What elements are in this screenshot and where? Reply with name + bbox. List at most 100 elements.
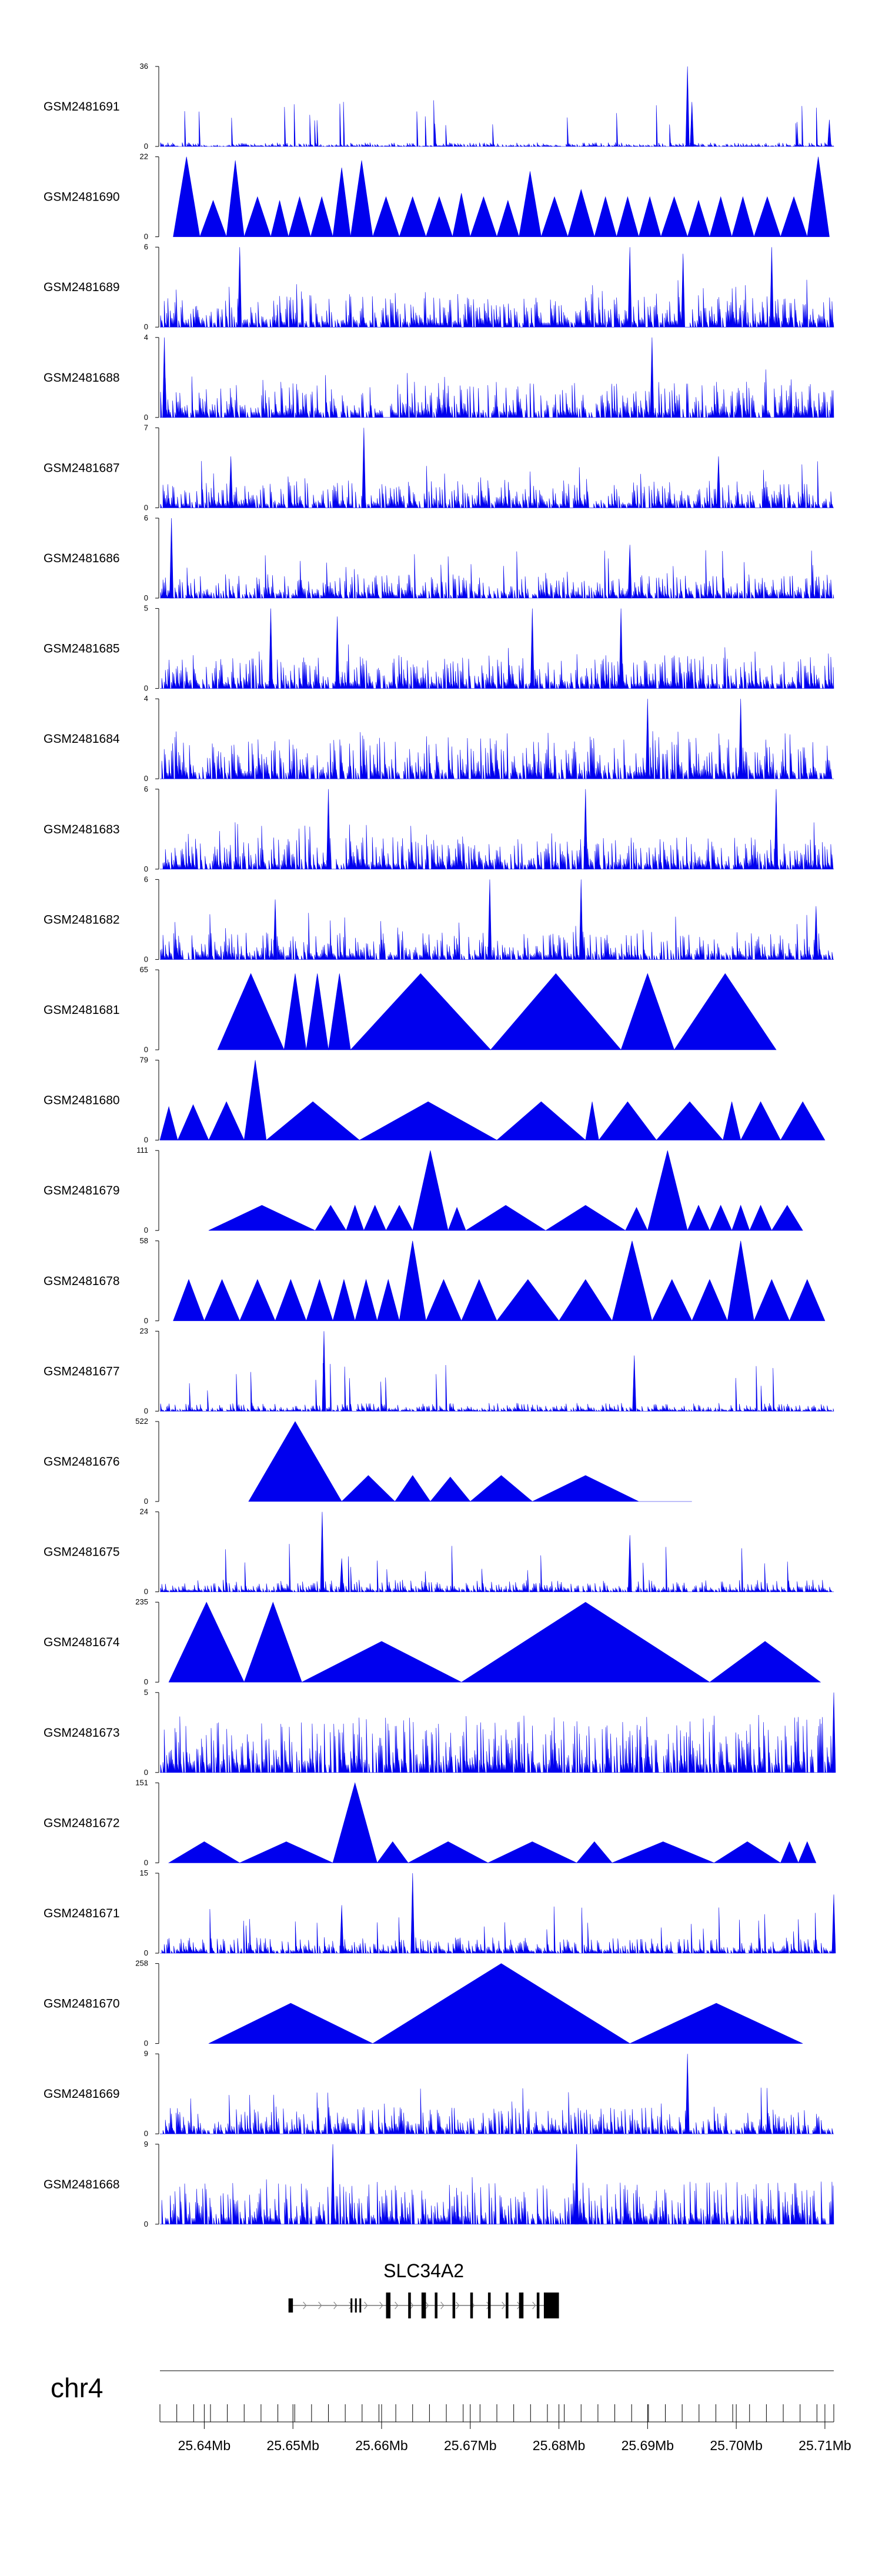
track-GSM2481677: GSM2481677 23 0 bbox=[44, 1326, 834, 1415]
coverage-peak bbox=[774, 789, 779, 870]
y-max-label: 111 bbox=[136, 1146, 148, 1154]
y-min-label: 0 bbox=[144, 1587, 148, 1596]
coverage-triangle bbox=[430, 1476, 471, 1502]
coverage-triangle bbox=[630, 2003, 803, 2044]
coverage-triangle bbox=[208, 1101, 245, 1140]
coverage-triangle bbox=[203, 1279, 240, 1322]
y-max-label: 6 bbox=[144, 785, 148, 793]
coverage-peak bbox=[410, 1873, 415, 1954]
gene-exon bbox=[408, 2293, 411, 2318]
y-min-label: 0 bbox=[144, 2220, 148, 2228]
track-GSM2481685: GSM2481685 5 0 bbox=[44, 604, 834, 693]
coverage-triangle bbox=[519, 171, 542, 237]
track-GSM2481681: GSM2481681 65 0 bbox=[44, 965, 777, 1054]
strand-chevron bbox=[318, 2301, 322, 2310]
coverage-peak bbox=[339, 1558, 344, 1592]
gene-exon bbox=[421, 2293, 426, 2318]
coverage-triangle bbox=[168, 1601, 245, 1683]
y-min-label: 0 bbox=[144, 232, 148, 241]
strand-chevron bbox=[410, 2301, 414, 2310]
x-tick-label: 25.69Mb bbox=[622, 2438, 674, 2453]
coverage-peak bbox=[685, 66, 690, 147]
coverage-triangle bbox=[243, 1060, 267, 1140]
y-min-label: 0 bbox=[144, 1677, 148, 1686]
x-tick-label: 25.68Mb bbox=[533, 2438, 586, 2453]
y-min-label: 0 bbox=[144, 503, 148, 512]
track-GSM2481674: GSM2481674 235 0 bbox=[44, 1597, 821, 1686]
coverage-area bbox=[160, 731, 834, 779]
coverage-peak bbox=[831, 1692, 836, 1773]
coverage-peak bbox=[690, 102, 694, 147]
gene-exon bbox=[359, 2298, 362, 2313]
coverage-triangle bbox=[306, 973, 329, 1050]
gene-exon bbox=[506, 2293, 509, 2318]
coverage-triangle bbox=[656, 1101, 724, 1140]
y-min-label: 0 bbox=[144, 413, 148, 422]
track-GSM2481670: GSM2481670 258 0 bbox=[44, 1959, 803, 2048]
coverage-triangle bbox=[559, 1279, 613, 1322]
coverage-triangle bbox=[616, 196, 639, 237]
track-label: GSM2481687 bbox=[44, 461, 120, 475]
y-min-label: 0 bbox=[144, 1497, 148, 1506]
coverage-area bbox=[160, 913, 834, 960]
strand-chevron bbox=[364, 2301, 368, 2310]
coverage-triangle bbox=[487, 1841, 577, 1863]
track-GSM2481688: GSM2481688 4 0 bbox=[44, 333, 834, 422]
y-min-label: 0 bbox=[144, 1948, 148, 1957]
y-min-label: 0 bbox=[144, 774, 148, 783]
track-GSM2481682: GSM2481682 6 0 bbox=[44, 875, 834, 963]
coverage-triangle bbox=[355, 1279, 377, 1322]
strand-chevron bbox=[440, 2301, 445, 2310]
coverage-peak bbox=[339, 1905, 344, 1954]
x-tick-label: 25.64Mb bbox=[178, 2438, 231, 2453]
coverage-peak bbox=[583, 789, 588, 870]
coverage-triangle bbox=[807, 156, 830, 237]
y-max-label: 4 bbox=[144, 333, 148, 342]
track-GSM2481672: GSM2481672 151 0 bbox=[44, 1778, 817, 1867]
genome-ruler: 25.64Mb 25.65Mb 25.66Mb 25.67Mb 25.68Mb 25.69… bbox=[159, 2404, 851, 2453]
coverage-peak bbox=[831, 1894, 836, 1954]
strand-chevron bbox=[303, 2301, 307, 2310]
y-min-label: 0 bbox=[144, 955, 148, 963]
coverage-triangle bbox=[270, 200, 289, 237]
coverage-tracks: GSM2481691360GSM2481690220GSM248168960GS… bbox=[44, 62, 836, 2228]
coverage-triangle bbox=[647, 1150, 688, 1231]
coverage-triangle bbox=[496, 1101, 586, 1140]
coverage-triangle bbox=[470, 196, 497, 237]
strand-chevron bbox=[456, 2301, 460, 2310]
strand-chevron bbox=[379, 2301, 383, 2310]
x-tick-label: 25.70Mb bbox=[710, 2438, 763, 2453]
y-max-label: 522 bbox=[135, 1417, 148, 1426]
y-min-label: 0 bbox=[144, 865, 148, 873]
track-label: GSM2481686 bbox=[44, 552, 120, 565]
gene-exon bbox=[519, 2293, 524, 2318]
y-min-label: 0 bbox=[144, 1768, 148, 1777]
coverage-peak bbox=[627, 247, 632, 328]
coverage-peak bbox=[770, 247, 774, 328]
coverage-triangle bbox=[302, 1641, 462, 1683]
coverage-triangle bbox=[771, 1204, 803, 1231]
y-min-label: 0 bbox=[144, 1316, 148, 1325]
coverage-peak bbox=[574, 2144, 579, 2225]
gene-exon bbox=[355, 2298, 357, 2313]
coverage-peak bbox=[362, 428, 366, 508]
coverage-peak bbox=[322, 1331, 326, 1412]
coverage-triangle bbox=[332, 1279, 356, 1322]
coverage-triangle bbox=[159, 1106, 178, 1140]
track-label: GSM2481674 bbox=[44, 1636, 120, 1649]
coverage-triangle bbox=[217, 973, 285, 1050]
coverage-triangle bbox=[425, 1279, 462, 1322]
coverage-triangle bbox=[660, 196, 688, 237]
track-label: GSM2481681 bbox=[44, 1003, 120, 1017]
coverage-peak bbox=[320, 1511, 325, 1592]
coverage-triangle bbox=[208, 2003, 373, 2044]
track-GSM2481684: GSM2481684 4 0 bbox=[44, 694, 834, 783]
coverage-triangle bbox=[496, 199, 520, 237]
coverage-triangle bbox=[638, 196, 662, 237]
coverage-triangle bbox=[465, 1204, 546, 1231]
coverage-triangle bbox=[399, 196, 426, 237]
coverage-peak bbox=[627, 1535, 632, 1592]
coverage-triangle bbox=[674, 973, 777, 1050]
coverage-triangle bbox=[585, 1102, 599, 1140]
